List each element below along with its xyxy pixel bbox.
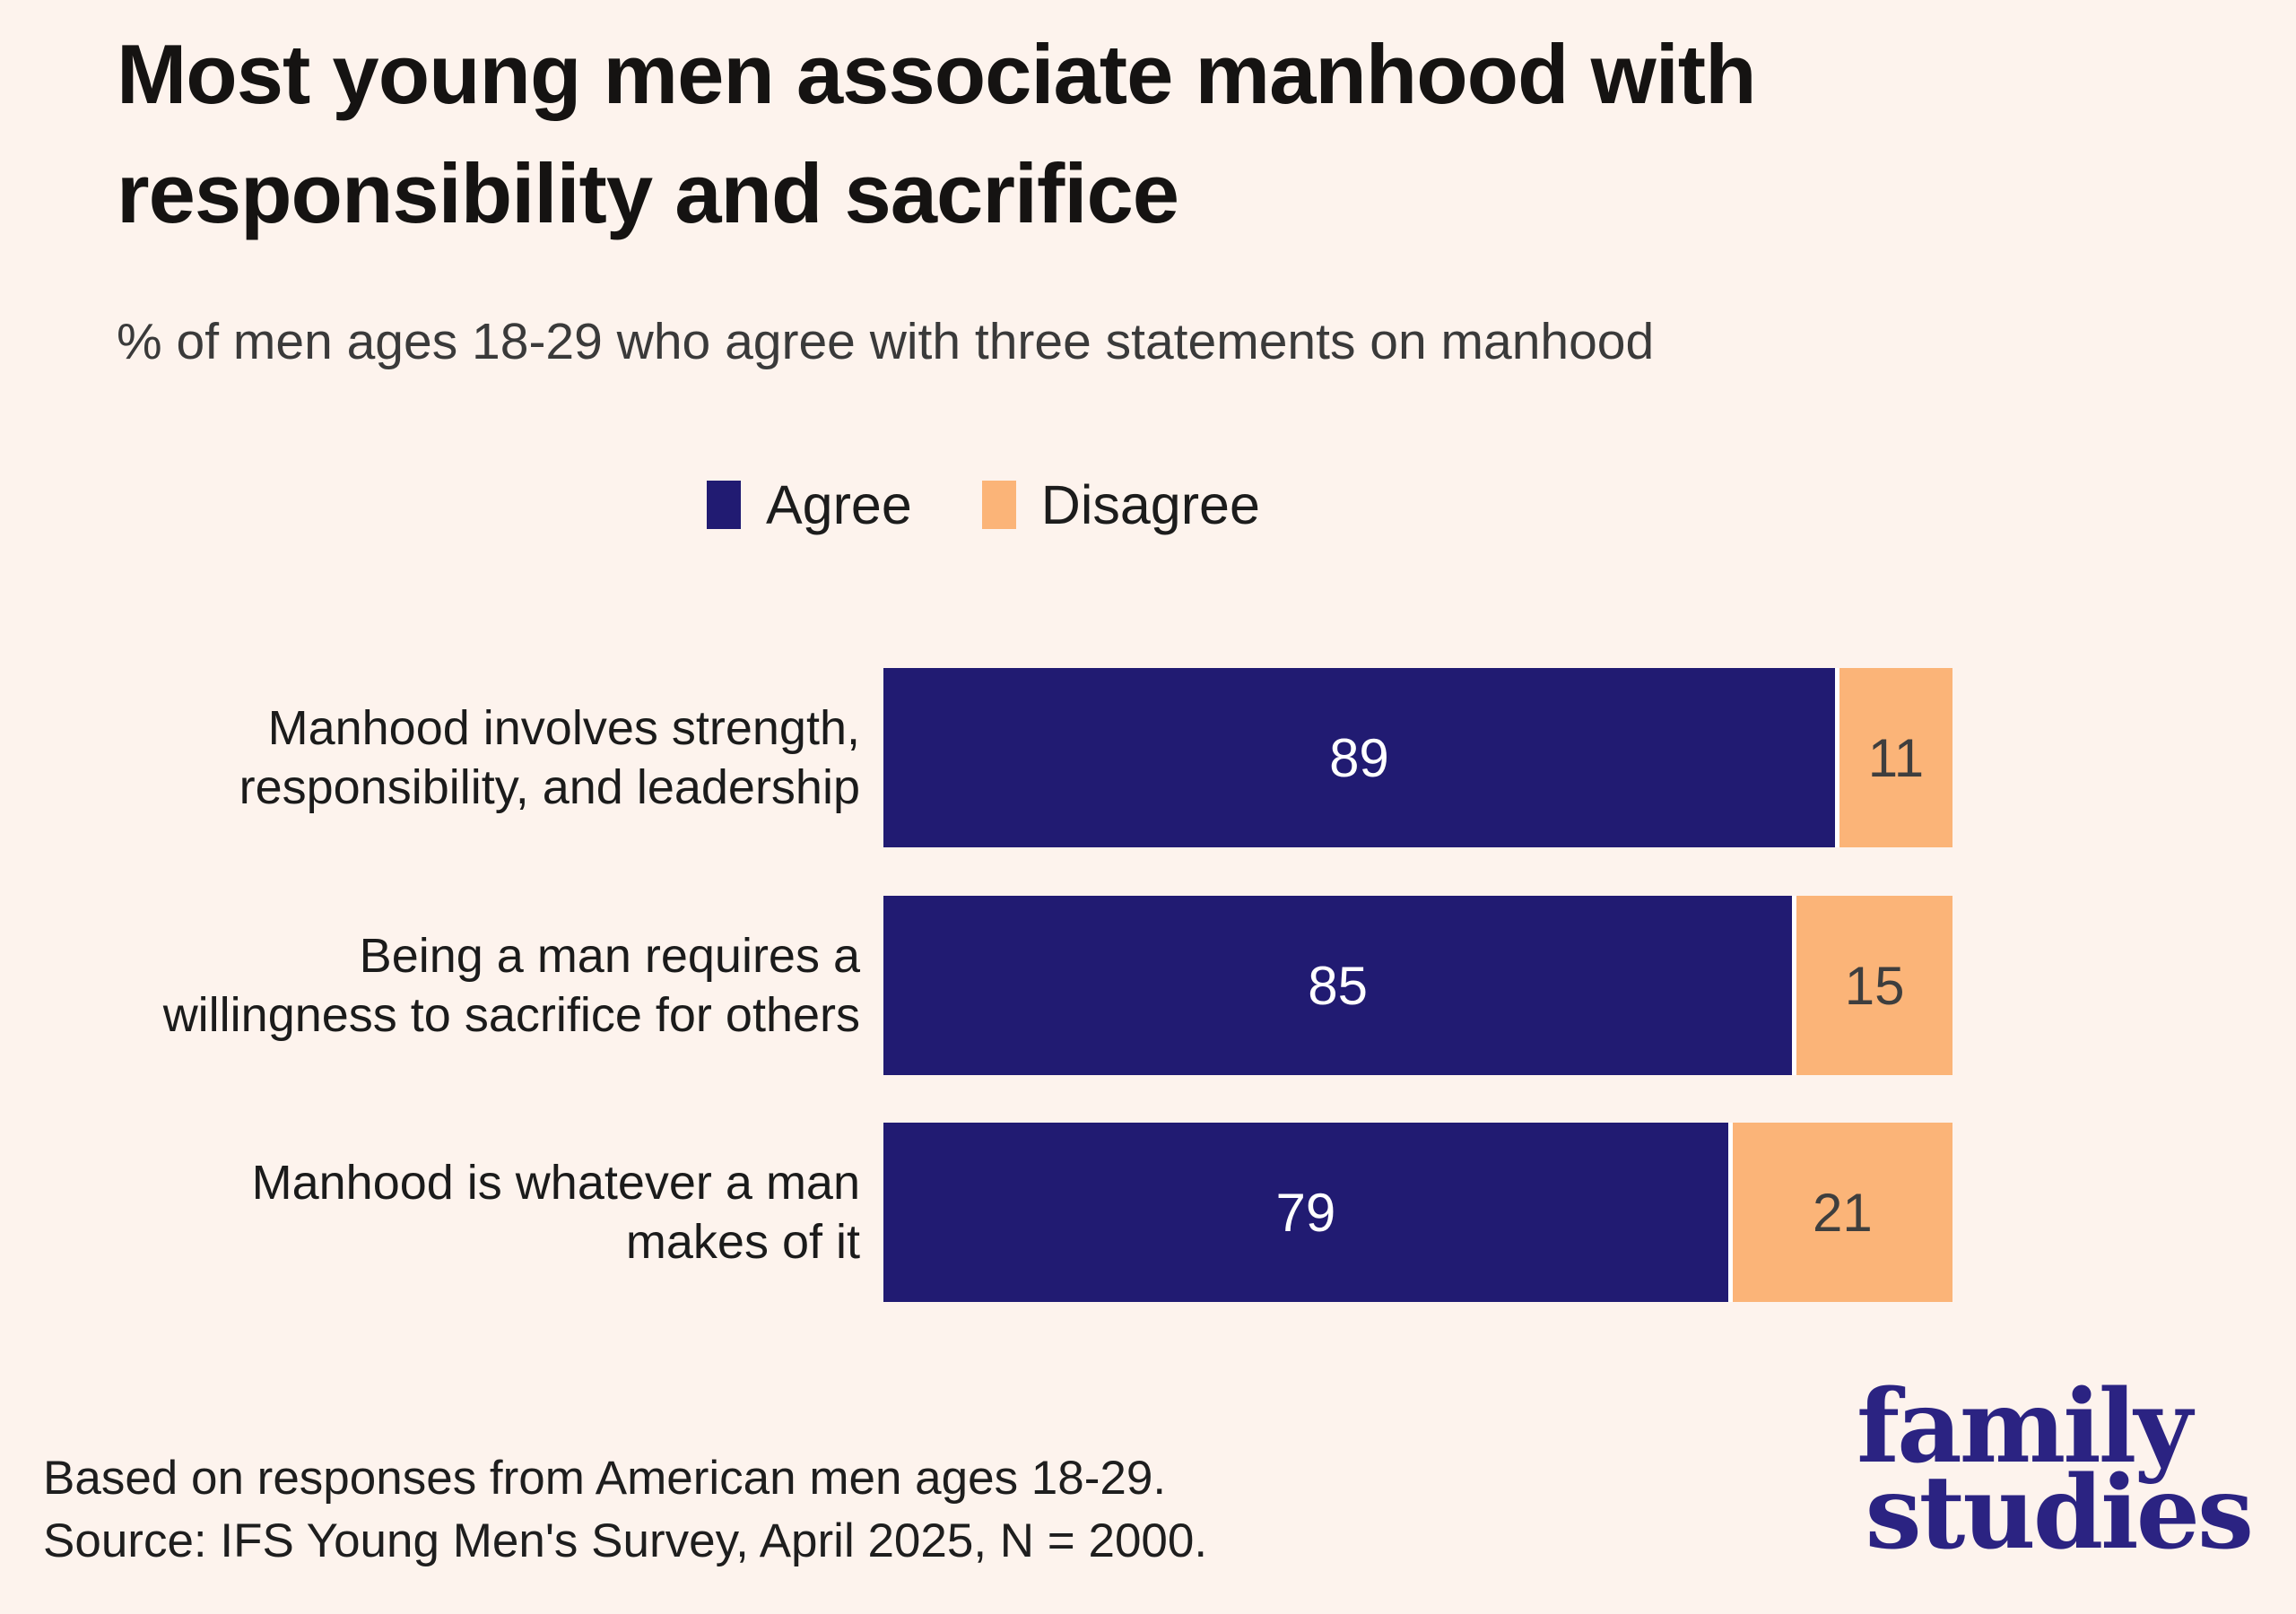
value-label-agree: 79 (1275, 1182, 1336, 1243)
value-label-disagree: 15 (1844, 955, 1905, 1016)
logo-word-studies: studies (1865, 1454, 2254, 1573)
chart-title: Most young men associate manhood with re… (117, 27, 1757, 241)
bar-row-sacrifice-for-others: Being a man requires a willingness to sa… (0, 896, 2296, 1075)
bar-row-strength-responsibility-leadership: Manhood involves strength, responsibilit… (0, 668, 2296, 847)
bar-segment-agree: 89 (883, 668, 1835, 847)
bar-chart: Manhood involves strength, responsibilit… (0, 668, 2296, 1350)
footer-source-line: Source: IFS Young Men's Survey, April 20… (43, 1514, 1208, 1567)
bar-segment-disagree: 11 (1834, 668, 1952, 847)
stacked-bar: 85 15 (883, 896, 1952, 1075)
logo-word-family: family (1857, 1368, 2192, 1486)
legend-item-disagree: Disagree (981, 473, 1260, 536)
legend-item-agree: Agree (707, 473, 912, 536)
row-label: Manhood is whatever a man makes of it (251, 1156, 860, 1269)
legend-swatch-agree (707, 481, 741, 529)
row-label: Being a man requires a willingness to sa… (162, 929, 860, 1042)
value-label-agree: 85 (1308, 955, 1368, 1016)
row-label: Manhood involves strength, responsibilit… (239, 701, 860, 814)
family-studies-logo: family studies (1857, 1368, 2254, 1573)
legend-label-agree: Agree (766, 474, 912, 535)
footer-note-line1: Based on responses from American men age… (43, 1452, 1167, 1505)
legend-swatch-disagree (981, 481, 1016, 529)
stacked-bar: 89 11 (883, 668, 1952, 847)
stacked-bar: 79 21 (883, 1123, 1952, 1302)
value-label-agree: 89 (1329, 727, 1389, 788)
footer-notes: Based on responses from American men age… (43, 1447, 1207, 1573)
bar-segment-agree: 85 (883, 896, 1793, 1075)
bar-segment-disagree: 21 (1727, 1123, 1952, 1302)
bar-segment-disagree: 15 (1792, 896, 1952, 1075)
bar-row-whatever-a-man-makes: Manhood is whatever a man makes of it 79… (0, 1123, 2296, 1302)
bar-segment-agree: 79 (883, 1123, 1728, 1302)
chart-subtitle: % of men ages 18-29 who agree with three… (117, 313, 1655, 370)
value-label-disagree: 11 (1867, 727, 1925, 788)
legend: Agree Disagree (707, 473, 1260, 536)
legend-label-disagree: Disagree (1040, 474, 1260, 535)
value-label-disagree: 21 (1812, 1182, 1873, 1243)
